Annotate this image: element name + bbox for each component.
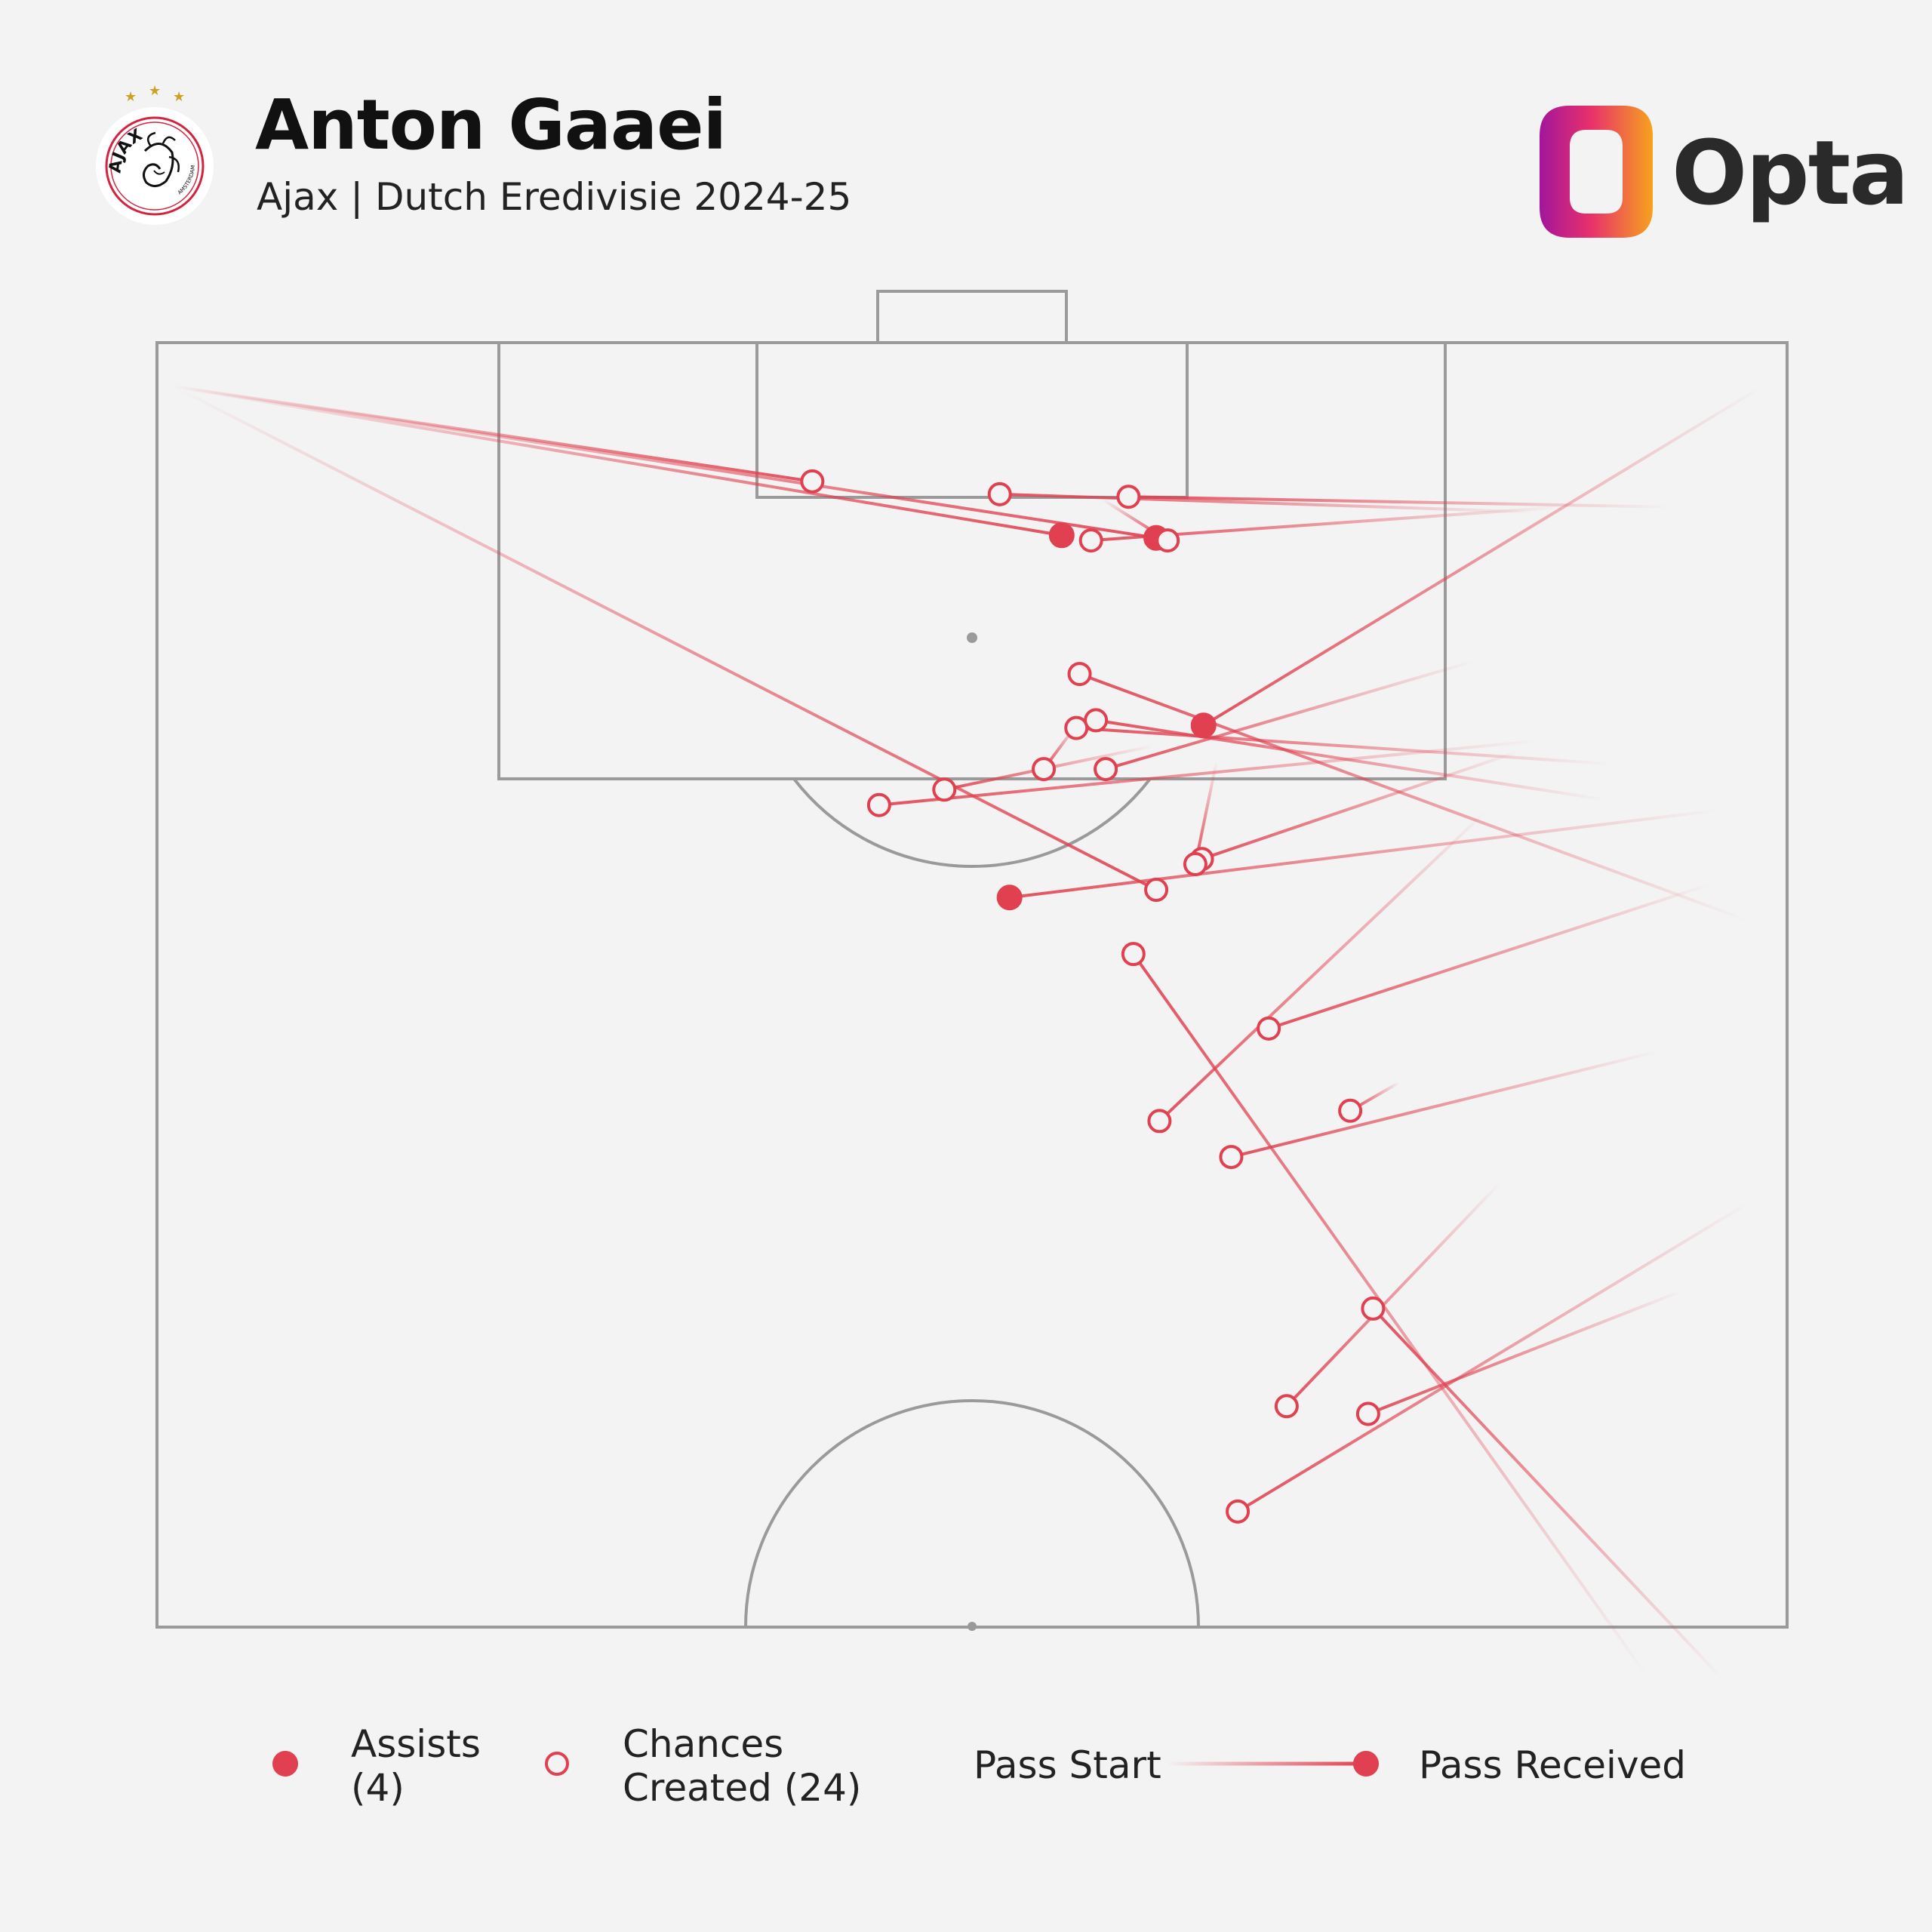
assist-marker	[1192, 714, 1215, 737]
pass-markers	[801, 471, 1383, 1522]
chance-created-marker	[869, 795, 890, 816]
chance-created-marker	[1340, 1100, 1361, 1121]
chance-created-marker	[1085, 709, 1106, 731]
chance-pass-line	[1096, 720, 1606, 800]
legend-assists-label: Assists (4)	[351, 1722, 481, 1810]
assist-marker	[998, 886, 1021, 909]
legend-pass-start-label: Pass Start	[974, 1743, 1161, 1787]
chance-pass-line	[1231, 1052, 1657, 1158]
assist-pass-line	[1204, 386, 1763, 725]
pass-lines	[174, 386, 1763, 1678]
centre-spot	[968, 1622, 977, 1631]
chance-created-marker	[1146, 879, 1167, 900]
chance-created-marker	[989, 484, 1011, 505]
legend-chance-marker	[546, 1753, 568, 1774]
chance-created-marker	[1227, 1501, 1248, 1522]
chance-pass-line	[1080, 674, 1749, 921]
penalty-spot	[967, 632, 977, 643]
assist-pass-line	[174, 386, 1062, 535]
chance-created-marker	[801, 471, 823, 492]
chance-created-marker	[1185, 854, 1206, 875]
goal	[878, 291, 1066, 343]
chance-created-marker	[1362, 1298, 1383, 1319]
chance-created-marker	[1066, 718, 1087, 739]
chance-pass-line	[1202, 751, 1520, 859]
chance-created-marker	[1095, 758, 1116, 780]
chance-created-marker	[1149, 1110, 1170, 1131]
chance-created-marker	[1033, 758, 1054, 780]
chance-created-marker	[1081, 530, 1102, 551]
chance-created-marker	[1157, 530, 1178, 551]
penalty-box	[499, 343, 1445, 779]
chance-pass-line	[1238, 1203, 1748, 1511]
chance-created-marker	[1069, 663, 1091, 685]
assist-marker	[1051, 524, 1073, 546]
legend-chances-label: Chances Created (24)	[623, 1722, 861, 1810]
chance-created-marker	[1220, 1146, 1241, 1168]
chance-created-marker	[934, 779, 955, 800]
penalty-arc	[794, 779, 1150, 866]
legend-pass-received-label: Pass Received	[1419, 1743, 1686, 1787]
assist-pass-line	[1010, 811, 1719, 898]
legend-pass-received-marker	[1355, 1752, 1377, 1775]
chance-created-marker	[1123, 943, 1144, 964]
chance-created-marker	[1276, 1395, 1297, 1417]
legend-assist-marker	[274, 1752, 297, 1775]
pitch-lines	[157, 291, 1787, 1631]
pitch-boundary	[157, 343, 1787, 1627]
chance-created-marker	[1358, 1403, 1379, 1424]
chance-pass-line	[1134, 954, 1647, 1676]
chance-created-marker	[1118, 486, 1139, 507]
chance-created-marker	[1258, 1018, 1279, 1039]
centre-circle	[746, 1401, 1198, 1627]
